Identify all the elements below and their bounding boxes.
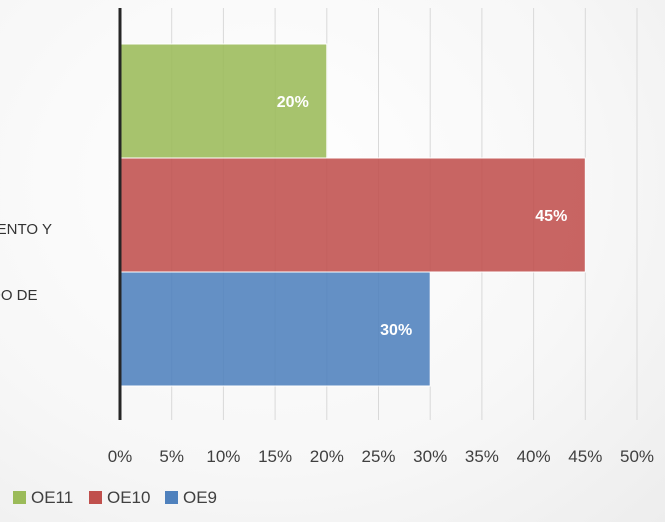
x-tick-label: 50%: [620, 447, 654, 466]
x-tick-label: 15%: [258, 447, 292, 466]
category-label: MIENTO Y ADO DE: [0, 175, 130, 351]
data-label-oe11: 20%: [277, 94, 309, 111]
bar-oe11: [119, 43, 328, 159]
x-tick-label: 30%: [413, 447, 447, 466]
legend-label-oe10: OE10: [107, 488, 150, 507]
x-tick-label: 20%: [310, 447, 344, 466]
x-tick-label: 5%: [159, 447, 184, 466]
data-label-oe10: 45%: [535, 208, 567, 225]
category-label-line-1: MIENTO Y: [0, 221, 52, 238]
x-tick-label: 35%: [465, 447, 499, 466]
legend-swatch-oe9: [165, 491, 178, 504]
category-label-line-2: ADO DE: [0, 287, 38, 304]
x-tick-label: 40%: [517, 447, 551, 466]
x-tick-label: 25%: [361, 447, 395, 466]
legend-label-oe9: OE9: [183, 488, 217, 507]
legend-swatch-oe10: [89, 491, 102, 504]
legend-swatch-oe11: [13, 491, 26, 504]
x-tick-label: 10%: [206, 447, 240, 466]
data-label-oe9: 30%: [380, 322, 412, 339]
x-tick-label: 0%: [108, 447, 133, 466]
legend-label-oe11: OE11: [31, 488, 73, 507]
bar-oe10: [119, 157, 586, 273]
x-tick-label: 45%: [568, 447, 602, 466]
